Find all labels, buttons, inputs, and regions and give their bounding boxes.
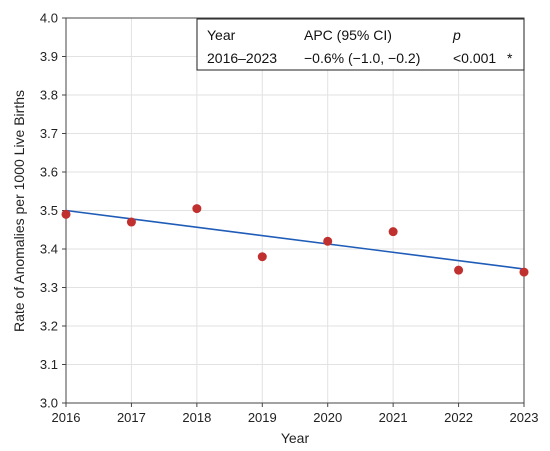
data-point-2018 [192,204,202,214]
grid [65,17,525,404]
x-tick-label: 2020 [313,410,342,425]
annotation-apc-value: −0.6% (−1.0, −0.2) [304,50,420,66]
x-axis-label: Year [281,430,310,446]
x-tick-label: 2016 [52,410,81,425]
y-tick-label: 3.1 [40,357,58,372]
x-tick-label: 2022 [444,410,473,425]
data-point-2016 [61,209,71,219]
y-axis-label: Rate of Anomalies per 1000 Live Births [11,90,27,332]
y-tick-label: 3.8 [40,88,58,103]
data-point-2023 [519,267,529,277]
x-tick-label: 2018 [182,410,211,425]
annotation-header-year: Year [207,27,236,43]
y-tick-label: 3.0 [40,396,58,411]
data-point-2022 [454,265,464,275]
y-tick-label: 3.2 [40,319,58,334]
annotation-significance-marker: * [507,50,513,66]
y-tick-label: 3.7 [40,126,58,141]
annotation-table: Year APC (95% CI) p 2016–2023 −0.6% (−1.… [196,18,525,71]
x-tick-label: 2019 [248,410,277,425]
annotation-box [196,18,525,71]
annotation-header-p: p [452,27,461,43]
data-point-2017 [126,217,136,227]
data-points [61,204,529,277]
x-tick-label: 2017 [117,410,146,425]
x-tick-label: 2023 [510,410,539,425]
trend-line [65,209,525,270]
y-tick-label: 4.0 [40,11,58,26]
data-point-2021 [388,227,398,237]
y-axis-ticks: 3.0 3.1 3.2 3.3 3.4 3.5 3.6 3.7 3.8 3.9 4.0 [40,11,66,411]
y-tick-label: 3.9 [40,49,58,64]
annotation-year-range: 2016–2023 [207,50,277,66]
y-tick-label: 3.4 [40,242,58,257]
y-tick-label: 3.6 [40,165,58,180]
data-point-2020 [323,236,333,246]
y-tick-label: 3.5 [40,203,58,218]
x-axis-ticks: 2016 2017 2018 2019 2020 2021 2022 2023 [52,403,539,425]
data-point-2019 [257,252,267,262]
annotation-header-apc: APC (95% CI) [304,27,392,43]
x-tick-label: 2021 [379,410,408,425]
annotation-p-value: <0.001 [453,50,496,66]
y-tick-label: 3.3 [40,280,58,295]
